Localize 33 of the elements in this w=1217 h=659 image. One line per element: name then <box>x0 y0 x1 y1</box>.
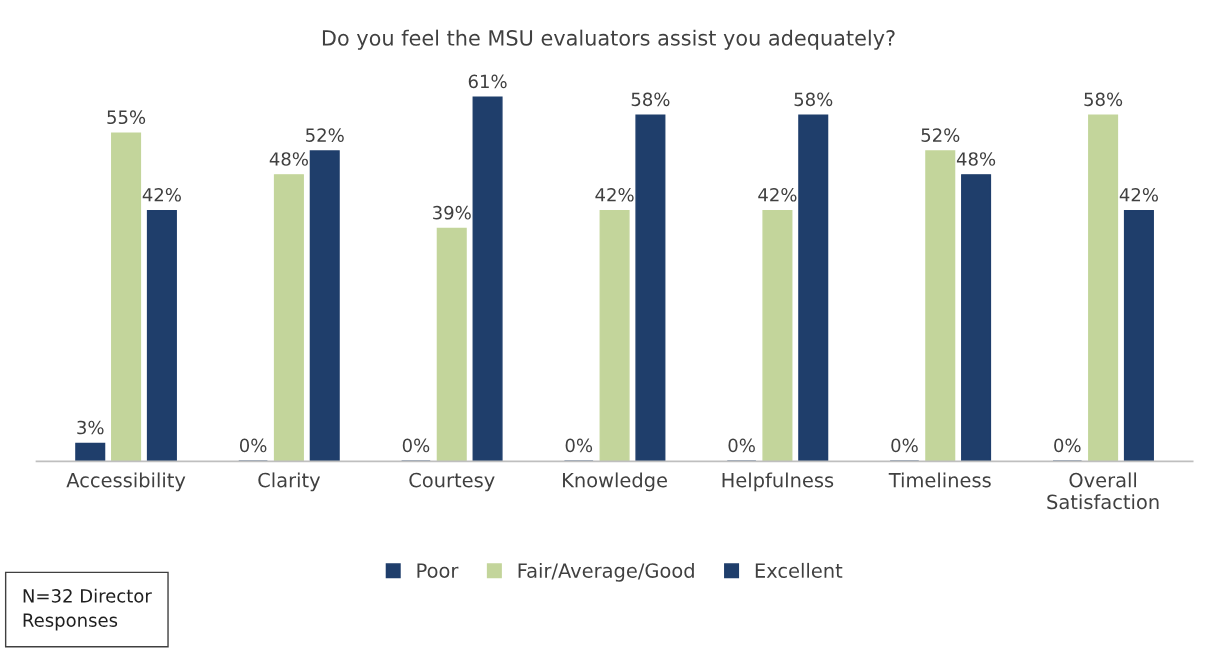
x-tick-label: Clarity <box>258 472 321 492</box>
data-label: 52% <box>921 128 960 142</box>
data-label: 3% <box>77 420 104 435</box>
data-label: 58% <box>794 92 833 107</box>
data-label: 0% <box>402 438 430 453</box>
data-label: 0% <box>891 438 918 453</box>
data-label: 0% <box>239 438 267 453</box>
legend-label: Poor <box>417 563 459 578</box>
data-label: 42% <box>142 187 181 202</box>
data-label: 52% <box>306 128 344 142</box>
legend-label: Excellent <box>755 562 843 578</box>
data-label: 0% <box>728 438 755 453</box>
text: N=32 Director Responses <box>23 588 152 631</box>
chart-title: Do you feel the MSU evaluators assist you adequately? <box>322 29 895 50</box>
legend-label: Fair/Average/Good <box>518 562 694 582</box>
x-tick-label: Courtesy <box>409 472 495 492</box>
x-tick-label: Timeliness <box>888 472 991 488</box>
data-label: 0% <box>565 438 593 453</box>
data-label: 55% <box>107 110 146 125</box>
data-label: 58% <box>631 92 670 107</box>
data-label: 0% <box>1054 438 1081 453</box>
data-label: 48% <box>956 152 996 166</box>
data-label: 42% <box>595 187 634 202</box>
data-label: 42% <box>1119 187 1158 202</box>
x-tick-label: Helpfulness <box>722 472 834 492</box>
x-tick-label: Knowledge <box>563 472 667 492</box>
x-tick-label: Accessibility <box>66 472 186 492</box>
x-tick-label: Overall Satisfaction <box>1047 472 1159 510</box>
data-label: 58% <box>1084 92 1123 107</box>
data-label: 42% <box>758 187 797 202</box>
data-label: 39% <box>433 205 471 220</box>
data-label: 48% <box>269 152 308 166</box>
data-label: 61% <box>468 74 507 89</box>
